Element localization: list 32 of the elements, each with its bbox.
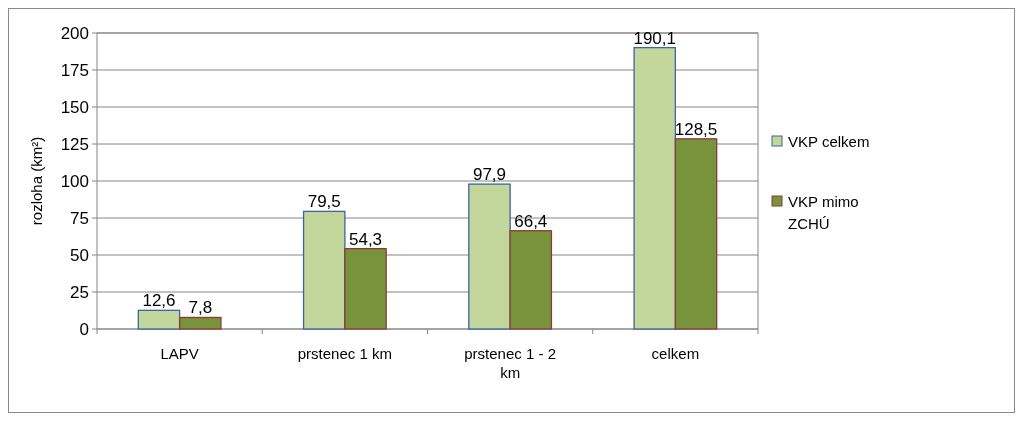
data-label: 190,1 xyxy=(633,28,676,48)
y-tick-label: 25 xyxy=(70,283,89,302)
legend-label: VKP mimo ZCHÚ xyxy=(788,193,859,232)
x-tick-label: LAPV xyxy=(160,345,199,362)
bar xyxy=(633,47,677,330)
y-tick-label: 0 xyxy=(79,320,89,339)
x-tick-label: prstenec 1 km xyxy=(297,345,392,362)
data-label: 79,5 xyxy=(307,192,341,212)
bar xyxy=(302,210,346,330)
bar xyxy=(509,230,553,330)
y-tick-label: 75 xyxy=(70,209,89,228)
data-label: 54,3 xyxy=(348,229,383,249)
data-label: 66,4 xyxy=(514,211,548,231)
data-label: 7,8 xyxy=(188,298,213,318)
y-tick-label: 50 xyxy=(70,246,89,265)
bar xyxy=(137,309,181,330)
y-tick-label: 125 xyxy=(60,135,89,154)
y-tick-label: 175 xyxy=(60,61,89,80)
data-label: 12,6 xyxy=(142,291,176,311)
y-axis-title: rozloha (km²) xyxy=(28,136,45,226)
bar xyxy=(344,247,387,330)
bar xyxy=(674,138,718,330)
data-label: 97,9 xyxy=(472,165,507,185)
data-label: 128,5 xyxy=(674,119,718,139)
legend-label: VKP celkem xyxy=(788,133,870,150)
y-tick-label: 100 xyxy=(60,172,89,191)
x-tick-label: celkem xyxy=(651,345,700,362)
y-tick-label: 200 xyxy=(60,24,89,43)
bar xyxy=(178,316,222,330)
bar xyxy=(468,183,511,330)
x-tick-label: prstenec 1 - 2 km xyxy=(464,345,556,381)
y-tick-label: 150 xyxy=(60,98,89,117)
